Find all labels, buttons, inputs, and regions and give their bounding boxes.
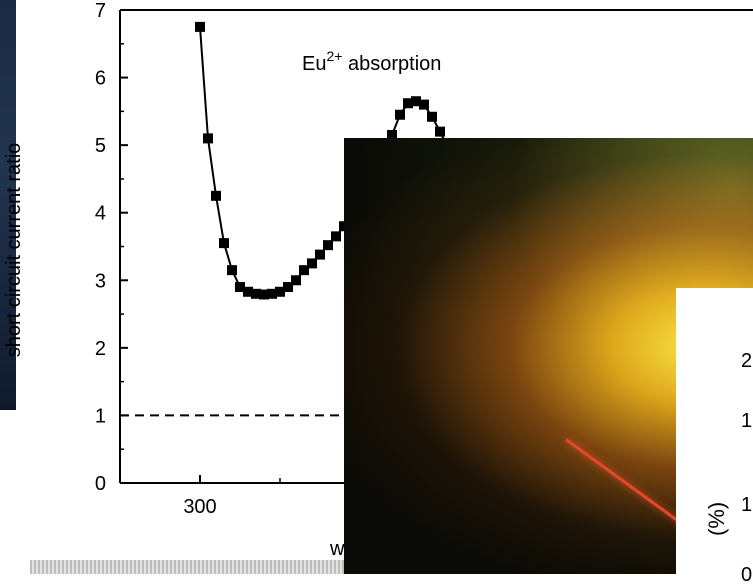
data-point — [227, 265, 237, 276]
y-axis-label: short circuit current ratio — [3, 143, 25, 358]
data-point — [395, 109, 405, 120]
data-point — [275, 286, 285, 297]
data-point — [323, 240, 333, 251]
inset-tick-label: 2 — [741, 350, 753, 372]
inset-tick-label: 0 — [741, 564, 753, 586]
eu-absorption-annotation: Eu2+ absorption — [302, 48, 441, 75]
data-point — [299, 265, 309, 276]
y-tick-label: 7 — [95, 0, 106, 22]
data-point — [259, 289, 269, 300]
data-point — [251, 288, 261, 299]
y-tick-label: 3 — [95, 270, 106, 292]
y-tick-label: 0 — [95, 473, 106, 495]
data-point — [427, 111, 437, 122]
data-point — [315, 249, 325, 260]
inset-chart-fragment: 2 1 1 0 (%) — [676, 288, 753, 586]
data-point — [307, 258, 317, 269]
data-point — [219, 238, 229, 249]
inset-unit-label: (%) — [704, 501, 729, 536]
y-tick-label: 5 — [95, 135, 106, 157]
background-photo-strip — [0, 0, 16, 410]
data-point — [435, 126, 445, 137]
data-point — [387, 130, 397, 141]
data-point — [243, 286, 253, 297]
data-point — [203, 133, 213, 144]
inset-tick-label: 1 — [741, 494, 753, 516]
x-tick-label: 300 — [183, 496, 216, 518]
data-point — [403, 98, 413, 109]
data-point — [419, 99, 429, 110]
y-tick-label: 4 — [95, 203, 106, 225]
inset-tick-label: 1 — [741, 410, 753, 432]
y-tick-label: 6 — [95, 68, 106, 90]
data-point — [235, 282, 245, 293]
data-point — [331, 231, 341, 242]
data-point — [291, 275, 301, 286]
data-point — [267, 288, 277, 299]
slide-bottom-band — [30, 560, 350, 574]
x-axis-label: w — [329, 538, 345, 560]
y-tick-label: 2 — [95, 338, 106, 360]
data-point — [211, 190, 221, 201]
data-point — [195, 21, 205, 32]
data-point — [283, 282, 293, 293]
data-point — [411, 96, 421, 107]
y-tick-label: 1 — [95, 405, 106, 427]
